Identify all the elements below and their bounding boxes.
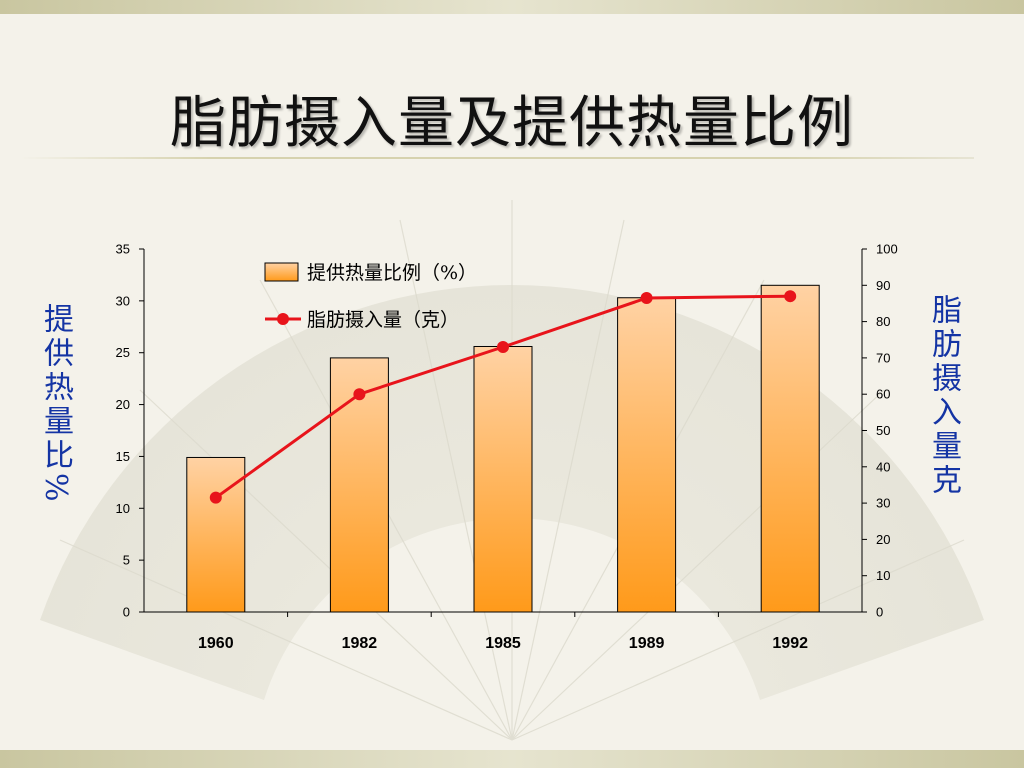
- bar-1992: [760, 284, 820, 613]
- fat-intake-point-1982: [353, 388, 366, 401]
- y-right-tick-label: 70: [876, 350, 890, 365]
- x-category-label: 1989: [629, 635, 665, 652]
- y-right-tick-label: 100: [876, 242, 898, 257]
- bar-1989: [617, 297, 677, 613]
- y-left-tick-label: 35: [116, 242, 130, 257]
- fat-intake-point-1989: [640, 292, 653, 305]
- bottom-decor-band: [0, 750, 1024, 768]
- y-left-tick-label: 30: [116, 293, 130, 308]
- y-right-tick-label: 0: [876, 605, 883, 620]
- bar-1985: [473, 345, 533, 613]
- x-category-label: 1985: [485, 635, 521, 652]
- title-divider: [20, 157, 974, 159]
- y-right-tick-label: 10: [876, 568, 890, 583]
- legend-line-label: 脂肪摄入量（克）: [307, 309, 459, 331]
- fat-intake-point-1985: [497, 341, 509, 354]
- top-decor-band: [0, 0, 1024, 14]
- y-left-tick-label: 10: [116, 501, 130, 516]
- slide-title: 脂肪摄入量及提供热量比例: [170, 91, 854, 156]
- legend-bar-label: 提供热量比例（%）: [307, 262, 477, 284]
- bar-1982: [329, 357, 389, 613]
- y-axis-right-label: 脂肪摄入量克: [926, 294, 961, 498]
- x-category-label: 1992: [772, 635, 808, 652]
- y-right-tick-label: 50: [876, 423, 890, 438]
- y-right-tick-label: 60: [876, 387, 890, 402]
- x-category-label: 1982: [342, 635, 378, 652]
- y-right-tick-label: 20: [876, 532, 890, 547]
- chart-legend: 提供热量比例（%） 脂肪摄入量（克）: [264, 262, 477, 331]
- y-left-tick-label: 15: [116, 449, 130, 464]
- y-left-tick-label: 5: [123, 553, 130, 568]
- y-left-tick-label: 0: [123, 605, 130, 620]
- legend-bar-swatch: [264, 262, 299, 282]
- y-right-tick-label: 80: [876, 314, 890, 329]
- y-right-tick-label: 90: [876, 278, 890, 293]
- y-right-tick-label: 40: [876, 459, 890, 474]
- y-axis-left-label: 提供热量比%: [38, 303, 73, 506]
- bar-1960: [186, 456, 246, 613]
- y-left-tick-label: 20: [116, 397, 130, 412]
- y-right-tick-label: 30: [876, 496, 890, 511]
- x-category-label: 1960: [198, 635, 234, 652]
- y-left-tick-label: 25: [116, 345, 130, 360]
- legend-line-marker: [277, 313, 289, 325]
- fat-intake-point-1992: [784, 290, 797, 303]
- fat-intake-point-1960: [209, 491, 222, 504]
